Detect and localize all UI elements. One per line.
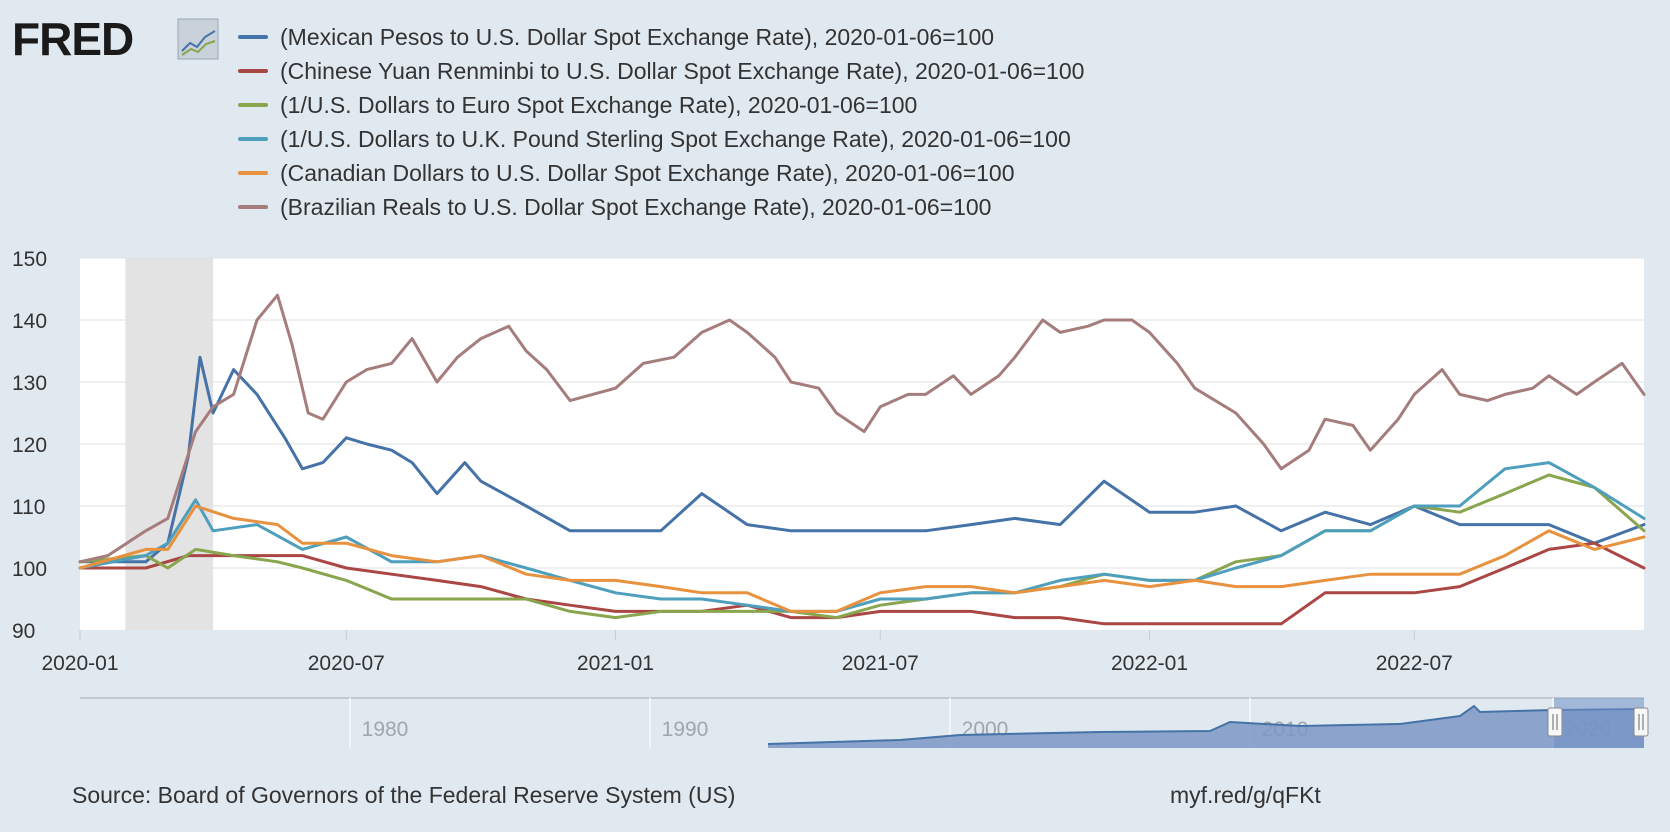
legend-item-mexican-peso[interactable]: (Mexican Pesos to U.S. Dollar Spot Excha… — [238, 20, 1084, 54]
legend-item-euro[interactable]: (1/U.S. Dollars to Euro Spot Exchange Ra… — [238, 88, 1084, 122]
y-tick-label: 120 — [12, 434, 47, 457]
y-tick-label: 100 — [12, 558, 47, 581]
series-line-1 — [78, 541, 1646, 626]
series-lines — [78, 293, 1646, 626]
exchange-rate-chart[interactable]: 90 100 110 120 130 140 150 2020-01 2020-07 2021-… — [0, 240, 1670, 760]
x-tick-label: 2021-07 — [842, 652, 919, 675]
legend-item-canadian-dollar[interactable]: (Canadian Dollars to U.S. Dollar Spot Ex… — [238, 156, 1084, 190]
legend-swatch — [238, 103, 268, 107]
legend-label: (Chinese Yuan Renminbi to U.S. Dollar Sp… — [280, 57, 1085, 84]
x-tick-label: 2020-01 — [41, 652, 118, 675]
legend-label: (Mexican Pesos to U.S. Dollar Spot Excha… — [280, 23, 995, 50]
navigator-label: 1990 — [662, 718, 709, 741]
x-tick-label: 2022-01 — [1111, 652, 1188, 675]
legend-swatch — [238, 69, 268, 73]
y-tick-label: 140 — [12, 310, 47, 333]
x-tick-label: 2020-07 — [308, 652, 385, 675]
y-tick-label: 110 — [12, 496, 45, 519]
legend-swatch — [238, 137, 268, 141]
series-line-0 — [78, 355, 1646, 564]
line-chart-icon — [177, 18, 219, 60]
legend-label: (Brazilian Reals to U.S. Dollar Spot Exc… — [280, 193, 992, 220]
short-url-link[interactable]: myf.red/g/qFKt — [1170, 782, 1321, 808]
time-navigator[interactable]: 19801990200020102020 — [80, 697, 1649, 748]
legend-label: (Canadian Dollars to U.S. Dollar Spot Ex… — [280, 159, 1015, 186]
navigator-overview-area — [768, 706, 1644, 748]
legend-label: (1/U.S. Dollars to U.K. Pound Sterling S… — [280, 125, 1071, 152]
series-line-4 — [78, 504, 1646, 613]
series-line-5 — [78, 293, 1646, 564]
navigator-right-handle[interactable] — [1633, 707, 1649, 737]
fred-logo-text: FRED — [12, 14, 133, 64]
y-axis-ticks: 90 100 110 120 130 140 150 — [12, 248, 47, 643]
legend-label: (1/U.S. Dollars to Euro Spot Exchange Ra… — [280, 91, 918, 118]
y-tick-label: 150 — [12, 248, 47, 271]
x-axis-ticks: 2020-01 2020-07 2021-01 2021-07 2022-01 2022-… — [41, 630, 1453, 675]
legend-swatch — [238, 35, 268, 39]
legend-swatch — [238, 205, 268, 209]
fred-logo[interactable]: FRED — [12, 13, 222, 65]
x-tick-label: 2021-01 — [577, 652, 654, 675]
navigator-left-handle[interactable] — [1547, 707, 1563, 737]
legend-item-brazilian-real[interactable]: (Brazilian Reals to U.S. Dollar Spot Exc… — [238, 190, 1084, 224]
navigator-overview-line — [767, 704, 1645, 745]
legend-item-chinese-yuan[interactable]: (Chinese Yuan Renminbi to U.S. Dollar Sp… — [238, 54, 1084, 88]
legend-item-pound-sterling[interactable]: (1/U.S. Dollars to U.K. Pound Sterling S… — [238, 122, 1084, 156]
navigator-selection — [1554, 698, 1644, 748]
y-tick-label: 90 — [12, 620, 35, 643]
source-note: Source: Board of Governors of the Federa… — [72, 782, 736, 808]
y-tick-label: 130 — [12, 372, 47, 395]
x-tick-label: 2022-07 — [1376, 652, 1453, 675]
legend-swatch — [238, 171, 268, 175]
chart-legend: (Mexican Pesos to U.S. Dollar Spot Excha… — [238, 20, 1084, 224]
navigator-label: 1980 — [362, 718, 409, 741]
